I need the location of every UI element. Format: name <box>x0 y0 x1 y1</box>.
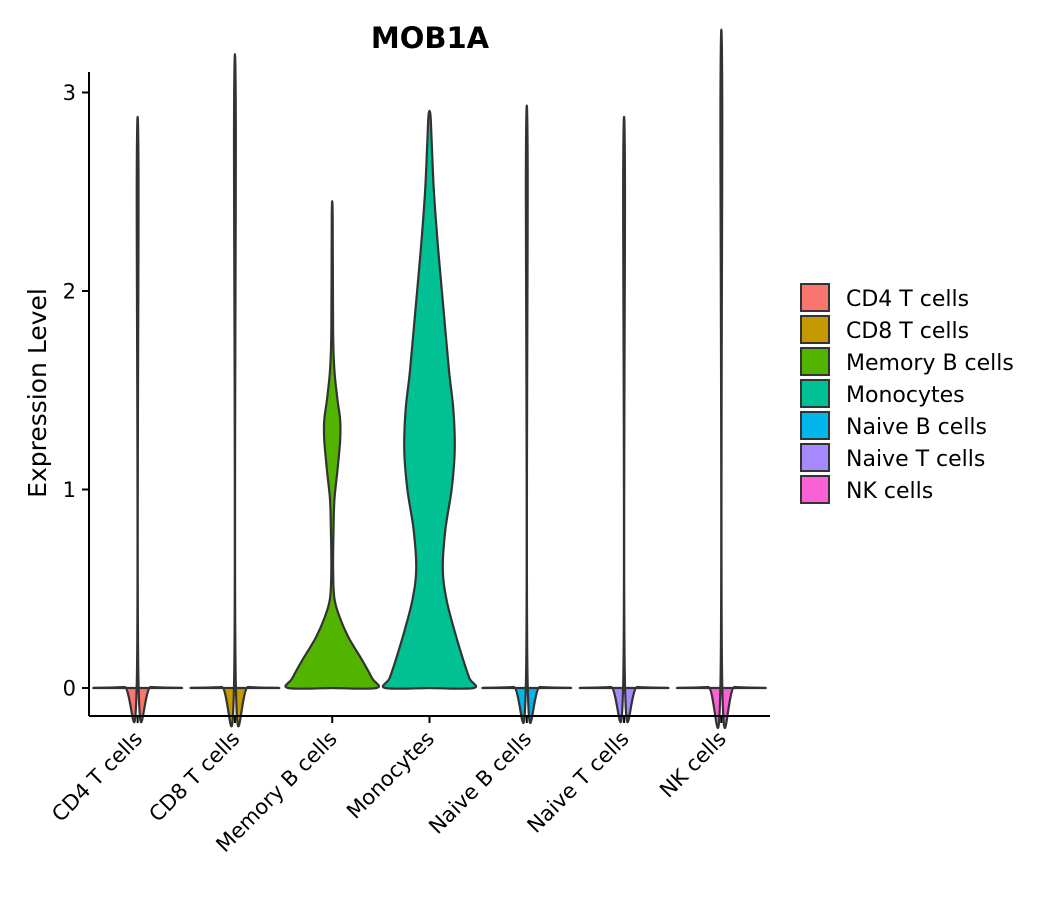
y-tick-label: 0 <box>63 677 76 701</box>
legend-label: Monocytes <box>846 383 965 408</box>
legend-swatch <box>800 411 830 440</box>
x-tick-label: NK cells <box>655 727 731 803</box>
violin-memory-b-cells <box>284 200 381 690</box>
y-tick-label: 1 <box>63 478 76 502</box>
legend-swatch <box>800 347 830 376</box>
legend-swatch <box>800 475 830 504</box>
legend-label: CD4 T cells <box>846 287 969 312</box>
x-tick-label: CD8 T cells <box>144 727 244 827</box>
violin-naive-t-cells <box>578 115 670 724</box>
x-tick-label: Monocytes <box>342 727 439 824</box>
legend-swatch <box>800 443 830 472</box>
violin-nk-cells <box>675 28 767 730</box>
y-axis: 0 1 2 3 <box>63 72 90 716</box>
legend: CD4 T cells CD8 T cells Memory B cells Mono… <box>800 283 1014 504</box>
violin-naive-b-cells <box>481 104 573 724</box>
violin-cd4-t-cells <box>92 115 184 724</box>
legend-swatch <box>800 379 830 408</box>
chart-title: MOB1A <box>371 21 490 55</box>
y-tick-label: 3 <box>63 81 76 105</box>
violin-monocytes <box>381 109 478 690</box>
legend-swatch <box>800 283 830 312</box>
x-tick-label: CD4 T cells <box>47 727 147 827</box>
legend-label: Naive B cells <box>846 415 987 440</box>
legend-swatch <box>800 315 830 344</box>
x-tick-label: Naive T cells <box>523 727 634 838</box>
violin-cd8-t-cells <box>189 53 281 728</box>
legend-label: CD8 T cells <box>846 319 969 344</box>
plot-area <box>92 28 767 730</box>
y-axis-label: Expression Level <box>23 288 52 498</box>
legend-label: Naive T cells <box>846 447 985 472</box>
legend-label: NK cells <box>846 479 933 504</box>
legend-label: Memory B cells <box>846 351 1014 376</box>
y-tick-label: 2 <box>63 280 76 304</box>
x-tick-label: Naive B cells <box>424 727 536 839</box>
